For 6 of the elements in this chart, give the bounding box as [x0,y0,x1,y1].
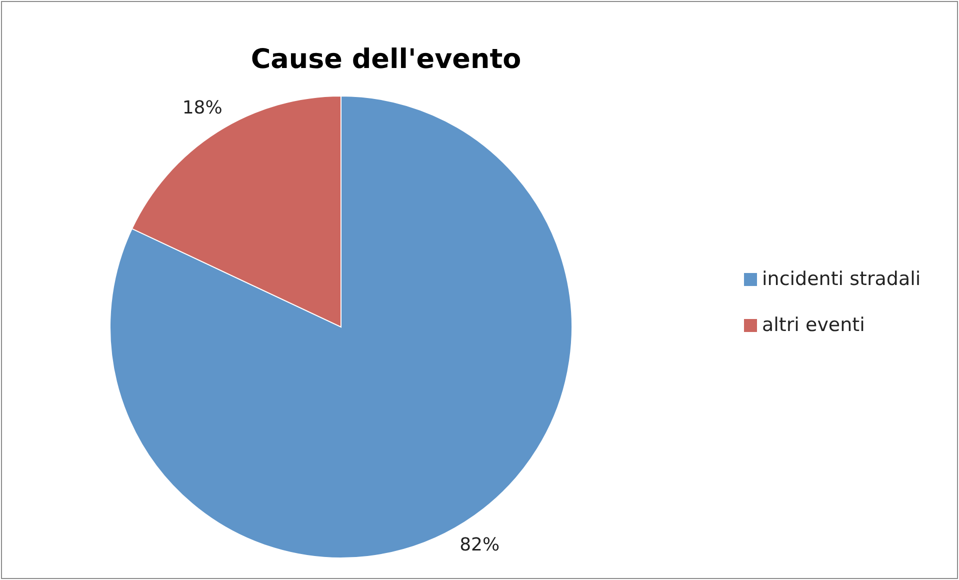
pie-slice [110,96,572,558]
chart-title: Cause dell'evento [250,44,522,75]
data-label: 18% [182,97,222,118]
legend-label: altri eventi [762,314,865,336]
legend-label: incidenti stradali [762,268,921,290]
data-label: 82% [460,534,500,556]
